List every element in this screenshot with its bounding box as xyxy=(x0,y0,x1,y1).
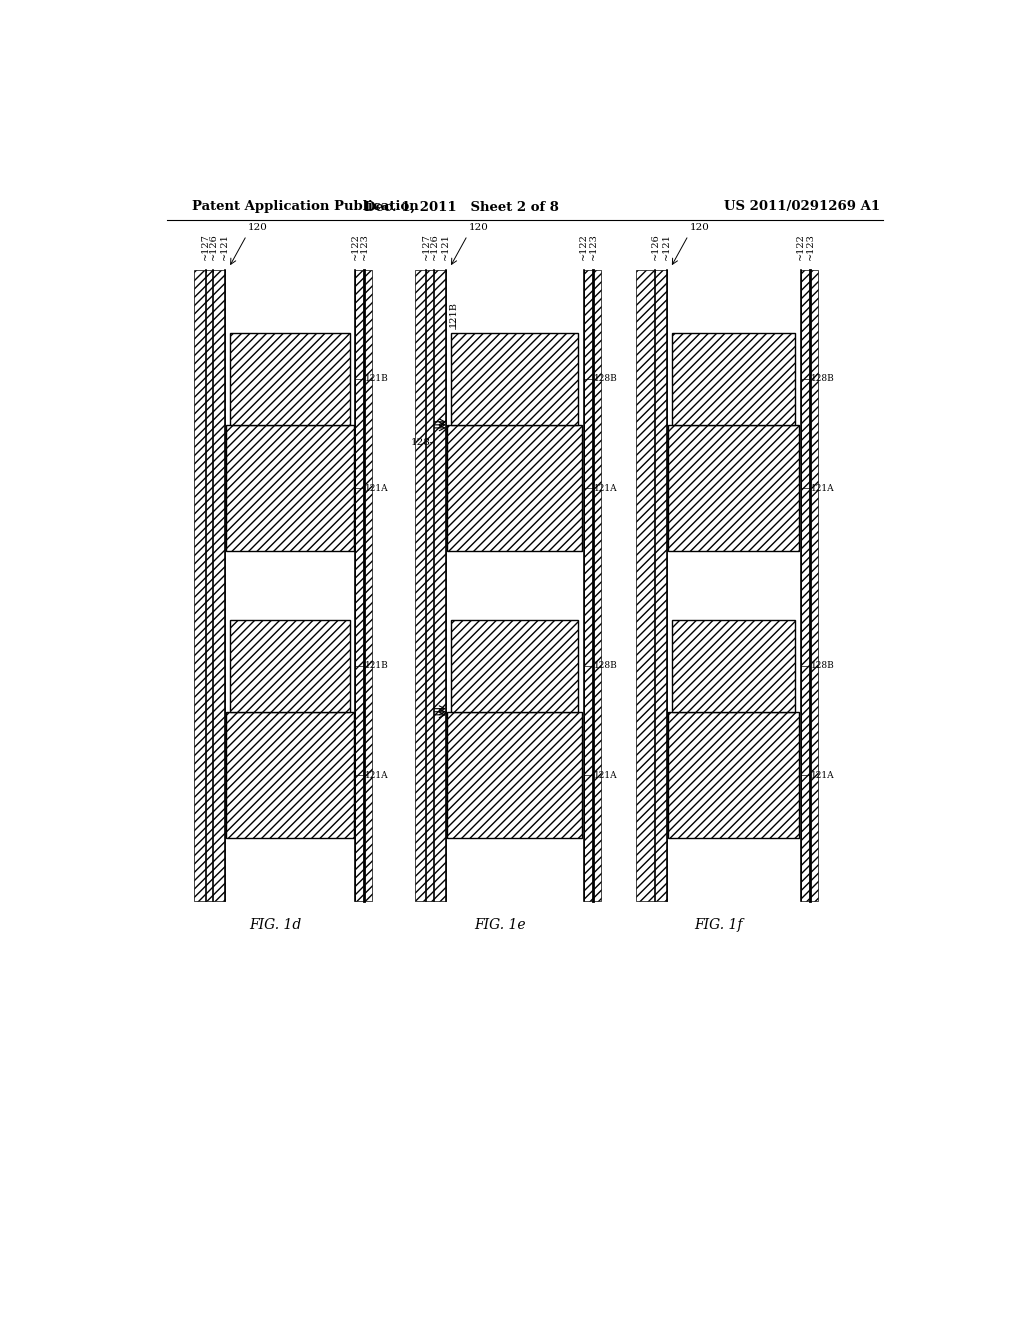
Text: ~127: ~127 xyxy=(201,234,210,260)
Text: 128B: 128B xyxy=(594,375,617,384)
Text: ~121: ~121 xyxy=(441,234,451,260)
Text: 121A: 121A xyxy=(594,771,617,780)
Bar xyxy=(194,271,225,902)
Bar xyxy=(452,333,579,425)
Text: 128B: 128B xyxy=(811,375,835,384)
Text: ~122: ~122 xyxy=(797,234,805,260)
Text: 120: 120 xyxy=(469,223,488,231)
Text: 121A: 121A xyxy=(811,771,835,780)
Text: ~123: ~123 xyxy=(359,234,369,260)
Text: ~123: ~123 xyxy=(806,234,814,260)
Text: ~126: ~126 xyxy=(650,234,659,260)
Text: Dec. 1, 2011   Sheet 2 of 8: Dec. 1, 2011 Sheet 2 of 8 xyxy=(364,201,559,214)
Text: ~121: ~121 xyxy=(220,234,229,260)
Text: 120: 120 xyxy=(690,223,710,231)
Text: ~126: ~126 xyxy=(209,234,218,260)
Text: 121A: 121A xyxy=(366,483,389,492)
Text: ~122: ~122 xyxy=(580,234,588,260)
Text: Patent Application Publication: Patent Application Publication xyxy=(191,201,418,214)
Text: 128: 128 xyxy=(411,438,430,446)
Bar xyxy=(584,271,601,902)
Bar xyxy=(452,620,579,711)
Bar xyxy=(447,425,583,552)
Text: ~126: ~126 xyxy=(430,234,438,260)
Bar xyxy=(355,271,372,902)
Text: 121B: 121B xyxy=(366,661,389,671)
Text: 121B: 121B xyxy=(366,375,389,384)
Bar xyxy=(230,620,349,711)
Text: FIG. 1e: FIG. 1e xyxy=(474,917,525,932)
Text: 121A: 121A xyxy=(811,483,835,492)
Text: 121A: 121A xyxy=(594,483,617,492)
Text: FIG. 1d: FIG. 1d xyxy=(249,917,301,932)
Bar xyxy=(230,333,349,425)
Bar xyxy=(672,333,796,425)
Bar xyxy=(636,271,667,902)
Bar xyxy=(801,271,818,902)
Bar xyxy=(669,711,799,838)
Text: ~127: ~127 xyxy=(422,234,431,260)
Text: ~122: ~122 xyxy=(350,234,359,260)
Bar xyxy=(226,425,353,552)
Text: 128B: 128B xyxy=(811,661,835,671)
Text: 121A: 121A xyxy=(366,771,389,780)
Text: 128B: 128B xyxy=(594,661,617,671)
Bar xyxy=(447,711,583,838)
Text: ~121: ~121 xyxy=(663,234,671,260)
Bar xyxy=(226,711,353,838)
Bar xyxy=(669,425,799,552)
Bar xyxy=(672,620,796,711)
Text: ~123: ~123 xyxy=(589,234,597,260)
Text: FIG. 1f: FIG. 1f xyxy=(694,917,743,932)
Text: 120: 120 xyxy=(248,223,268,231)
Text: 121B: 121B xyxy=(449,301,458,327)
Text: US 2011/0291269 A1: US 2011/0291269 A1 xyxy=(724,201,881,214)
Bar xyxy=(415,271,445,902)
